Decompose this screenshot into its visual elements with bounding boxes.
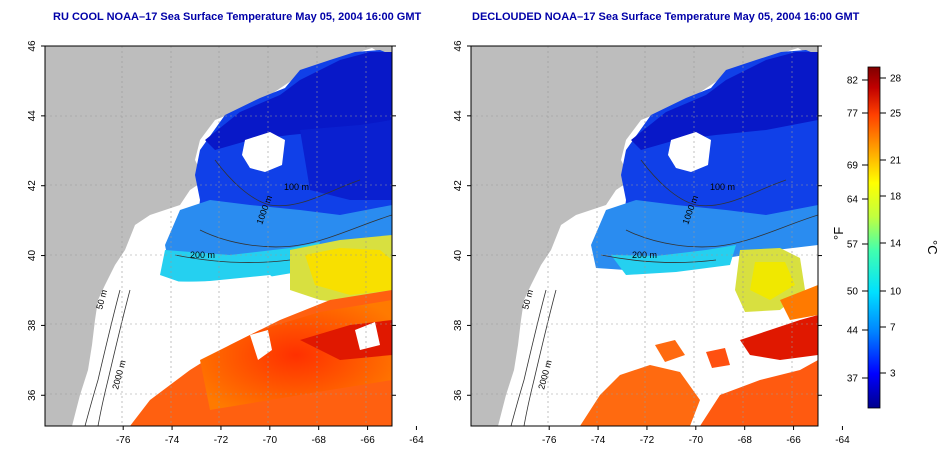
celsius-tick-label: 18 bbox=[890, 192, 902, 203]
x-tick-label: -68 bbox=[737, 435, 752, 446]
x-tick-label: -74 bbox=[165, 435, 180, 446]
y-tick-label: 42 bbox=[453, 180, 464, 192]
x-tick-label: -70 bbox=[263, 435, 278, 446]
x-tick-label: -76 bbox=[116, 435, 131, 446]
fahrenheit-tick-label: 82 bbox=[847, 76, 859, 87]
y-tick-label: 36 bbox=[27, 389, 38, 401]
contour-label: 100 m bbox=[710, 182, 735, 192]
fahrenheit-unit-label: °F bbox=[831, 227, 846, 240]
x-tick-label: -70 bbox=[689, 435, 704, 446]
y-tick-label: 38 bbox=[27, 319, 38, 331]
fahrenheit-tick-label: 69 bbox=[847, 161, 859, 172]
contour-label: 200 m bbox=[632, 250, 657, 260]
celsius-unit-label: °C bbox=[925, 240, 940, 255]
fahrenheit-tick-label: 57 bbox=[847, 240, 859, 251]
land-mass bbox=[471, 46, 818, 426]
gulf-stream bbox=[580, 365, 700, 426]
colorbar-gradient bbox=[867, 66, 881, 409]
celsius-tick-label: 10 bbox=[890, 287, 902, 298]
contour-label: 200 m bbox=[190, 250, 215, 260]
left-map-title: RU COOL NOAA–17 Sea Surface Temperature … bbox=[53, 11, 422, 23]
y-tick-label: 44 bbox=[27, 110, 38, 122]
y-tick-label: 40 bbox=[27, 250, 38, 262]
left-sst-map: 50 m 100 m 200 m 1000 m 2000 m bbox=[44, 45, 393, 427]
x-tick-label: -66 bbox=[360, 435, 375, 446]
right-map-title: DECLOUDED NOAA–17 Sea Surface Temperatur… bbox=[472, 11, 860, 23]
y-tick-label: 46 bbox=[453, 40, 464, 52]
fahrenheit-tick-label: 44 bbox=[847, 326, 859, 337]
axis-ticks: -76 -74 -72 -70 -68 -66 -64 36 38 40 42 44 46 -76 -74 -… bbox=[27, 40, 850, 446]
y-tick-label: 42 bbox=[27, 180, 38, 192]
celsius-tick-label: 7 bbox=[890, 323, 896, 334]
shelf-water bbox=[591, 200, 818, 270]
fahrenheit-tick-label: 37 bbox=[847, 374, 859, 385]
y-tick-label: 46 bbox=[27, 40, 38, 52]
x-tick-label: -64 bbox=[835, 435, 850, 446]
fahrenheit-tick-label: 50 bbox=[847, 287, 859, 298]
celsius-tick-label: 28 bbox=[890, 74, 902, 85]
x-tick-label: -74 bbox=[591, 435, 606, 446]
y-tick-label: 40 bbox=[453, 250, 464, 262]
celsius-tick-label: 14 bbox=[890, 239, 902, 250]
x-tick-label: -76 bbox=[542, 435, 557, 446]
y-tick-label: 36 bbox=[453, 389, 464, 401]
celsius-tick-label: 3 bbox=[890, 369, 896, 380]
land-mass bbox=[45, 46, 392, 426]
x-tick-label: -72 bbox=[214, 435, 229, 446]
right-sst-map: 50 m 100 m 200 m 1000 m 2000 m bbox=[470, 45, 819, 427]
x-tick-label: -64 bbox=[409, 435, 424, 446]
x-tick-label: -66 bbox=[786, 435, 801, 446]
fahrenheit-tick-label: 77 bbox=[847, 109, 859, 120]
contour-label: 100 m bbox=[284, 182, 309, 192]
y-tick-label: 44 bbox=[453, 110, 464, 122]
temperature-colorbar: 82 77 69 64 57 50 44 37 28 25 21 18 14 10 7 3 °F °C bbox=[831, 66, 940, 409]
x-tick-label: -72 bbox=[640, 435, 655, 446]
fahrenheit-tick-label: 64 bbox=[847, 195, 859, 206]
celsius-tick-label: 21 bbox=[890, 156, 902, 167]
celsius-tick-label: 25 bbox=[890, 109, 902, 120]
y-tick-label: 38 bbox=[453, 319, 464, 331]
x-tick-label: -68 bbox=[311, 435, 326, 446]
